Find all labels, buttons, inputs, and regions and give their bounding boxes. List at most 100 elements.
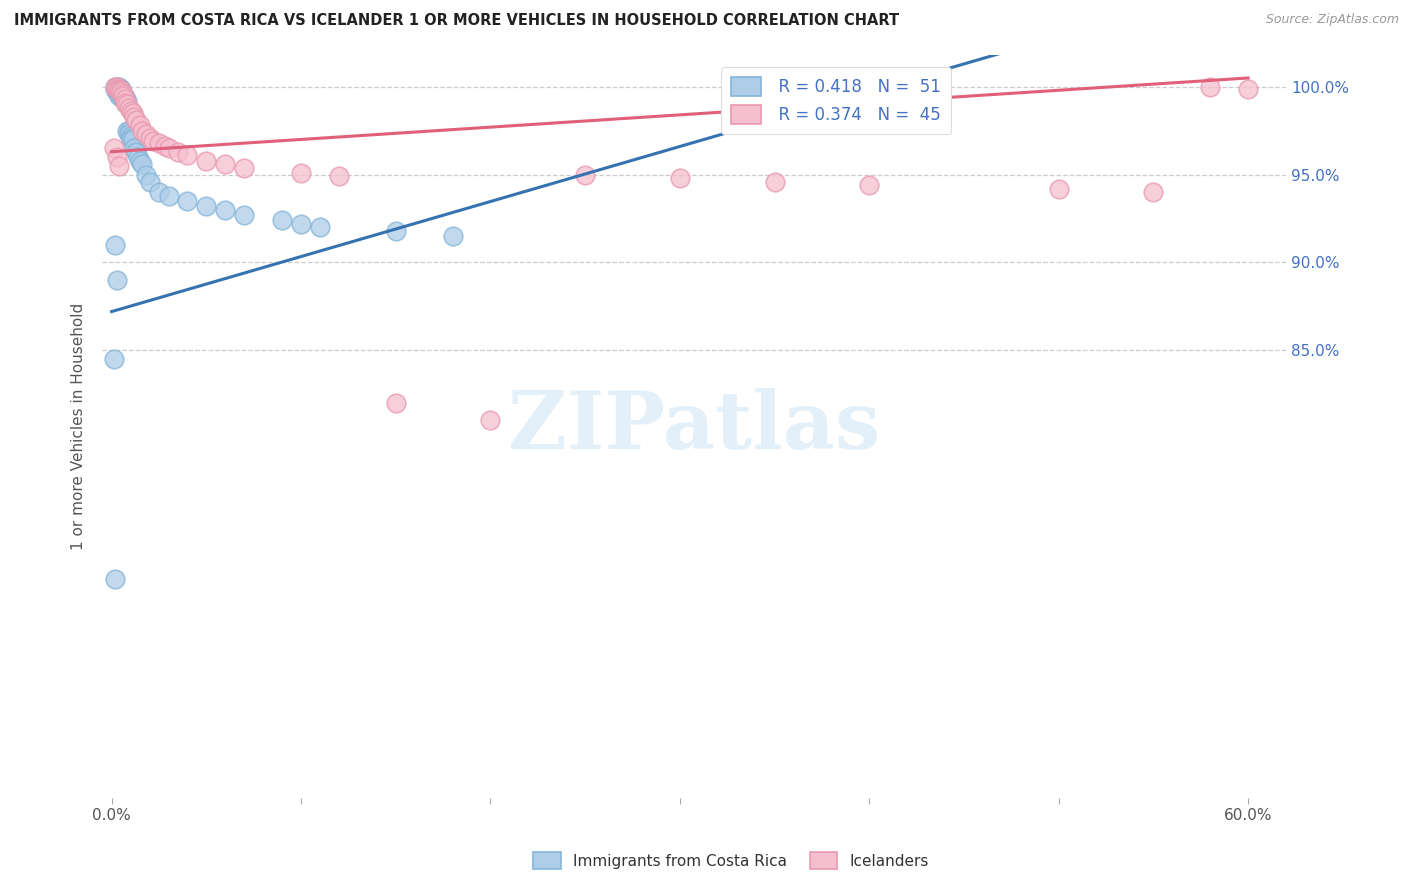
Point: [131, 157, 153, 171]
Point: [129, 119, 152, 133]
Point: [214, 157, 236, 171]
Point: [127, 150, 149, 164]
Point: [479, 413, 502, 427]
Point: [118, 123, 141, 137]
Text: IMMIGRANTS FROM COSTA RICA VS ICELANDER 1 OR MORE VEHICLES IN HOUSEHOLD CORRELAT: IMMIGRANTS FROM COSTA RICA VS ICELANDER …: [14, 13, 900, 29]
Point: [112, 88, 135, 103]
Point: [157, 188, 180, 202]
Point: [1047, 181, 1070, 195]
Point: [214, 202, 236, 217]
Point: [384, 224, 406, 238]
Point: [108, 159, 131, 173]
Point: [669, 171, 692, 186]
Point: [195, 199, 218, 213]
Text: ZIPatlas: ZIPatlas: [508, 388, 880, 466]
Point: [112, 88, 135, 103]
Point: [120, 128, 142, 143]
Point: [103, 351, 125, 366]
Point: [135, 127, 157, 141]
Point: [574, 168, 596, 182]
Point: [112, 87, 135, 101]
Point: [148, 185, 170, 199]
Legend: Immigrants from Costa Rica, Icelanders: Immigrants from Costa Rica, Icelanders: [527, 846, 935, 875]
Point: [309, 220, 332, 235]
Point: [120, 132, 142, 146]
Point: [110, 88, 132, 103]
Point: [290, 166, 312, 180]
Point: [125, 145, 148, 159]
Point: [108, 83, 131, 97]
Point: [108, 88, 131, 103]
Point: [110, 87, 132, 101]
Point: [328, 169, 350, 184]
Point: [104, 81, 127, 95]
Point: [153, 139, 176, 153]
Point: [131, 123, 153, 137]
Point: [118, 101, 141, 115]
Point: [129, 153, 152, 168]
Point: [1237, 81, 1260, 95]
Point: [124, 141, 146, 155]
Point: [105, 85, 128, 99]
Point: [138, 130, 160, 145]
Point: [157, 141, 180, 155]
Point: [105, 83, 128, 97]
Point: [110, 85, 132, 99]
Point: [103, 141, 125, 155]
Point: [114, 95, 136, 110]
Point: [115, 97, 138, 112]
Point: [105, 79, 128, 94]
Point: [233, 208, 256, 222]
Point: [1142, 185, 1164, 199]
Point: [290, 217, 312, 231]
Point: [108, 81, 131, 95]
Text: Source: ZipAtlas.com: Source: ZipAtlas.com: [1265, 13, 1399, 27]
Point: [108, 85, 131, 99]
Point: [108, 83, 131, 97]
Point: [135, 168, 157, 182]
Point: [176, 194, 198, 208]
Point: [121, 106, 143, 120]
Point: [142, 134, 165, 148]
Point: [271, 213, 294, 227]
Point: [120, 104, 142, 119]
Point: [124, 110, 146, 124]
Point: [1199, 79, 1222, 94]
Point: [114, 90, 136, 104]
Point: [112, 92, 135, 106]
Point: [118, 127, 141, 141]
Point: [108, 87, 131, 101]
Point: [115, 94, 138, 108]
Y-axis label: 1 or more Vehicles in Household: 1 or more Vehicles in Household: [72, 303, 86, 550]
Point: [105, 81, 128, 95]
Point: [110, 83, 132, 97]
Point: [114, 92, 136, 106]
Point: [233, 161, 256, 175]
Point: [167, 145, 190, 159]
Point: [858, 178, 880, 193]
Point: [108, 81, 131, 95]
Point: [105, 150, 128, 164]
Point: [112, 90, 135, 104]
Point: [125, 113, 148, 128]
Point: [110, 83, 132, 97]
Point: [176, 148, 198, 162]
Point: [148, 136, 170, 150]
Point: [104, 79, 127, 94]
Point: [105, 273, 128, 287]
Point: [384, 396, 406, 410]
Point: [441, 229, 464, 244]
Point: [104, 237, 127, 252]
Point: [105, 81, 128, 95]
Point: [104, 79, 127, 94]
Point: [108, 79, 131, 94]
Point: [121, 132, 143, 146]
Point: [114, 92, 136, 106]
Point: [105, 79, 128, 94]
Point: [110, 85, 132, 99]
Legend:   R = 0.418   N =  51,   R = 0.374   N =  45: R = 0.418 N = 51, R = 0.374 N = 45: [721, 67, 950, 134]
Point: [195, 153, 218, 168]
Point: [110, 81, 132, 95]
Point: [138, 175, 160, 189]
Point: [763, 175, 786, 189]
